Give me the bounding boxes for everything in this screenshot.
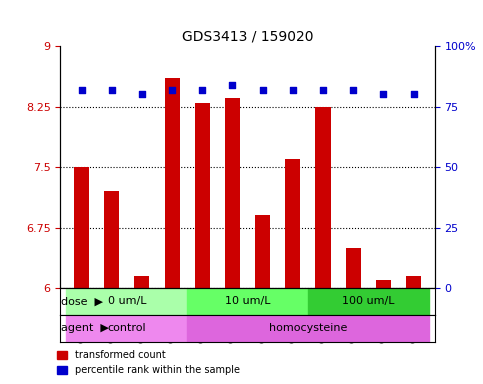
- Point: [289, 86, 297, 93]
- Text: control: control: [108, 323, 146, 333]
- Bar: [104, 191, 119, 288]
- Bar: [67, 315, 187, 342]
- Point: [380, 91, 387, 98]
- Point: [349, 86, 357, 93]
- Bar: [406, 276, 421, 288]
- Text: agent  ▶: agent ▶: [61, 323, 109, 333]
- Bar: [285, 159, 300, 288]
- Point: [78, 86, 85, 93]
- Bar: [308, 288, 429, 315]
- Point: [138, 91, 146, 98]
- Bar: [376, 280, 391, 288]
- Point: [319, 86, 327, 93]
- Bar: [195, 103, 210, 288]
- Legend: transformed count, percentile rank within the sample: transformed count, percentile rank withi…: [53, 346, 243, 379]
- Bar: [74, 167, 89, 288]
- Bar: [187, 315, 429, 342]
- Point: [228, 82, 236, 88]
- Bar: [255, 215, 270, 288]
- Bar: [225, 99, 240, 288]
- Text: 0 um/L: 0 um/L: [108, 296, 146, 306]
- Point: [108, 86, 115, 93]
- Text: 100 um/L: 100 um/L: [342, 296, 395, 306]
- Text: 10 um/L: 10 um/L: [225, 296, 270, 306]
- Text: homocysteine: homocysteine: [269, 323, 347, 333]
- Bar: [134, 276, 149, 288]
- Point: [168, 86, 176, 93]
- Bar: [165, 78, 180, 288]
- Bar: [67, 288, 187, 315]
- Bar: [315, 107, 330, 288]
- Bar: [346, 248, 361, 288]
- Point: [199, 86, 206, 93]
- Point: [410, 91, 417, 98]
- Text: dose  ▶: dose ▶: [61, 296, 103, 306]
- Bar: [187, 288, 308, 315]
- Title: GDS3413 / 159020: GDS3413 / 159020: [182, 30, 313, 43]
- Point: [259, 86, 267, 93]
